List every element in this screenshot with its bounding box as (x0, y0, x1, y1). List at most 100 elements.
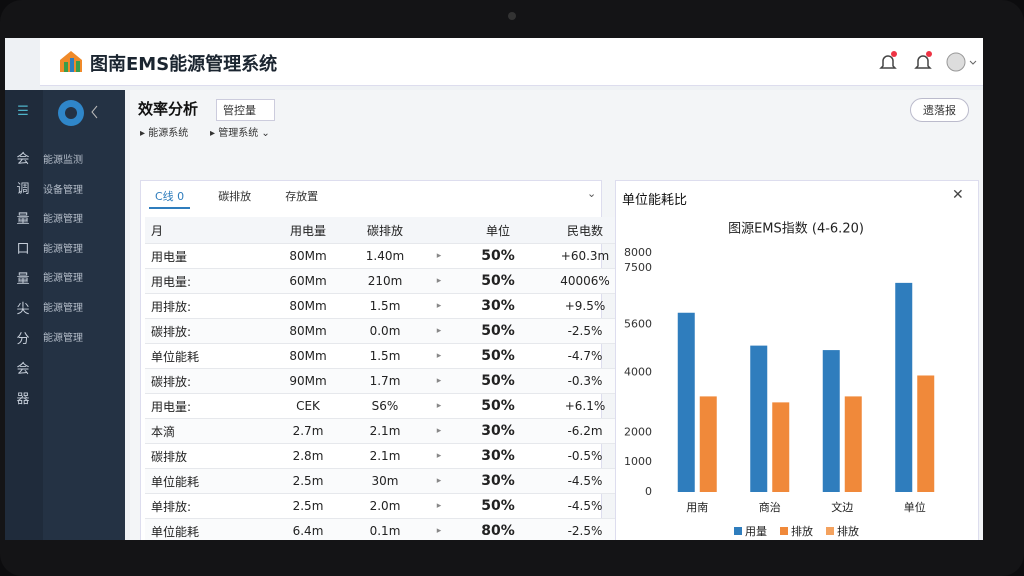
collapse[interactable]: ⌄ (587, 187, 597, 200)
main: 效率分析 管控量 ▸ 能源系统 ▸ 管理系统 ⌄ 遗落报 C线 0 碳排放 存放置 … (130, 90, 983, 540)
cell: 80Mm (267, 343, 349, 369)
y-tick-label: 2000 (624, 425, 652, 438)
tab[interactable]: 存放置 (285, 190, 319, 203)
table-row: 碳排放 2.8m 2.1m ▸ 30% -0.5% (145, 443, 631, 469)
panel-title: 单位能耗比 (622, 193, 688, 208)
legend-label: 排放 (837, 524, 859, 538)
cell: 2.0m (349, 493, 421, 519)
tabs: C线 0 碳排放 存放置 (149, 185, 346, 209)
sidebar-panel (43, 90, 125, 540)
cell: 2.7m (267, 418, 349, 444)
cell: 80Mm (267, 318, 349, 344)
app-title: 图南EMS能源管理系统 (90, 54, 278, 75)
bar (895, 282, 913, 492)
x-tick-label: 文边 (831, 500, 853, 514)
sidebar-icon[interactable]: 量 (16, 212, 30, 227)
table-card: C线 0 碳排放 存放置 ⌄ 月用电量 碳排放 单位 民电数 用电量 80Mm 1.40m ▸ 50… (140, 180, 631, 540)
y-tick-label: 0 (645, 485, 652, 498)
sidebar-icon[interactable]: 调 (16, 182, 30, 197)
sidebar-icon[interactable]: 会 (16, 362, 30, 377)
legend-swatch (826, 527, 834, 535)
cell: 50% (457, 318, 539, 344)
cell: S6% (349, 393, 421, 419)
column-header: 月 (145, 217, 267, 244)
cell: 碳排放: (145, 368, 267, 394)
row-arrow: ▸ (421, 293, 457, 319)
crumb[interactable]: 能源系统 (148, 128, 189, 139)
sidebar-icon[interactable]: 分 (16, 332, 30, 347)
breadcrumb-0[interactable]: ▸ 能源系统 (140, 128, 189, 139)
cell: 30% (457, 443, 539, 469)
x-tick-label: 单位 (904, 500, 926, 514)
row-arrow: ▸ (421, 243, 457, 269)
cell: 6.4m (267, 518, 349, 540)
action-button[interactable]: 遗落报 (910, 98, 969, 122)
table-row: 用电量: 60Mm 210m ▸ 50% 40006% (145, 268, 631, 294)
sidebar-item[interactable]: 能源管理 (43, 243, 83, 255)
camera (508, 12, 516, 20)
y-tick-label: 5600 (624, 318, 652, 331)
page-title: 效率分析 (138, 100, 199, 118)
row-arrow: ▸ (421, 418, 457, 444)
sidebar-icon[interactable]: 口 (16, 242, 30, 257)
column-header: 碳排放 (349, 217, 421, 244)
cell: 30% (457, 293, 539, 319)
cell: 80Mm (267, 243, 349, 269)
bar (750, 345, 768, 492)
cell: 50% (457, 343, 539, 369)
sidebar-icon[interactable]: 尖 (16, 302, 30, 317)
sidebar-item[interactable]: 能源管理 (43, 214, 83, 226)
cell: 单位能耗 (145, 468, 267, 494)
x-tick-label: 用南 (686, 501, 708, 514)
cell: 50% (457, 368, 539, 394)
sidebar-item[interactable]: 能源管理 (43, 273, 83, 285)
sidebar-item[interactable]: 能源管理 (43, 303, 83, 314)
cell: 单位能耗 (145, 343, 267, 369)
selector[interactable]: 管控量 (216, 99, 275, 121)
header-row: 月用电量 碳排放 单位 民电数 (145, 217, 631, 244)
sidebar-logo (58, 100, 98, 126)
cell: 1.5m (349, 343, 421, 369)
header-icons[interactable] (878, 50, 983, 74)
sidebar-item[interactable]: 能源监测 (43, 155, 83, 166)
cell: 50% (457, 268, 539, 294)
breadcrumb-1[interactable]: ▸ 管理系统 ⌄ (210, 128, 270, 139)
cell: 单排放: (145, 493, 267, 519)
row-arrow: ▸ (421, 443, 457, 469)
cell: 用电量: (145, 393, 267, 419)
cell: 2.5m (267, 493, 349, 519)
bar (917, 375, 935, 492)
table-row: 单排放: 2.5m 2.0m ▸ 50% -4.5% (145, 493, 631, 519)
tab[interactable]: C线 0 (149, 185, 191, 209)
menu-icon[interactable]: ☰ (17, 104, 29, 119)
table-row: 用电量: CEK S6% ▸ 50% +6.1% (145, 393, 631, 419)
cell: 单位能耗 (145, 518, 267, 540)
row-arrow: ▸ (421, 318, 457, 344)
cell: 1.40m (349, 243, 421, 269)
close[interactable]: ✕ (952, 187, 964, 203)
row-arrow: ▸ (421, 343, 457, 369)
chart: 图源EMS指数 (4-6.20) 0 1000 2000 4000 5600 7500 80… (624, 222, 935, 538)
y-tick-label: 8000 (624, 246, 652, 259)
sidebar-icon[interactable]: 会 (16, 152, 30, 167)
row-arrow: ▸ (421, 493, 457, 519)
bar (822, 350, 840, 492)
cell: 1.7m (349, 368, 421, 394)
y-tick-label: 4000 (624, 366, 652, 379)
chart-title: 图源EMS指数 (4-6.20) (728, 222, 864, 237)
sidebar-item[interactable]: 设备管理 (43, 184, 83, 196)
cell: 用排放: (145, 293, 267, 319)
sidebar-item[interactable]: 能源管理 (43, 332, 83, 344)
sidebar-icon[interactable]: 量 (16, 272, 30, 287)
cell: CEK (267, 393, 349, 419)
cell: 50% (457, 493, 539, 519)
table-row: 碳排放: 80Mm 0.0m ▸ 50% -2.5% (145, 318, 631, 344)
sidebar: ☰ 会调量口量尖分会器能源监测 设备管理 能源管理 能源管理 能源管理 能源管理 能源管理 (5, 90, 125, 540)
cell: 30% (457, 468, 539, 494)
crumb[interactable]: 管理系统 (218, 128, 259, 139)
cell: 0.0m (349, 318, 421, 344)
table-row: 单位能耗 6.4m 0.1m ▸ 80% -2.5% (145, 518, 631, 540)
tab[interactable]: 碳排放 (218, 190, 252, 203)
sidebar-icon[interactable]: 器 (16, 392, 30, 407)
